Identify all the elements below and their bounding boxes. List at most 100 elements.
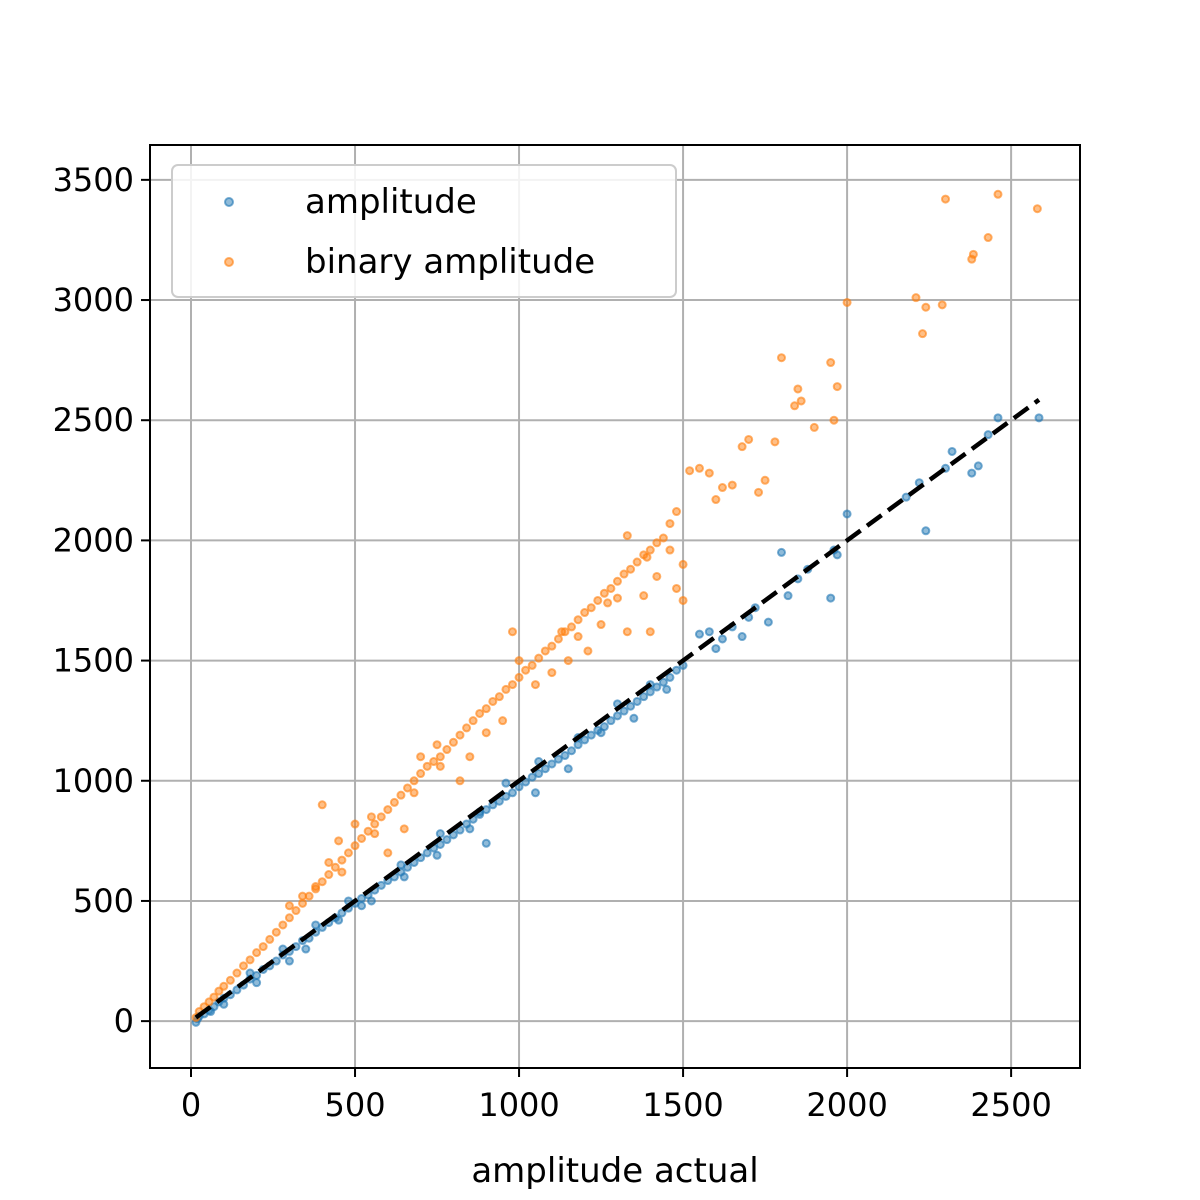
scatter-point (832, 382, 842, 392)
scatter-point (232, 968, 242, 978)
scatter-point (599, 588, 609, 598)
scatter-point (225, 975, 235, 985)
series-binary-amplitude (191, 189, 1042, 1023)
x-tick-label: 0 (181, 1086, 201, 1124)
scatter-point (527, 772, 537, 782)
y-tick-label: 3500 (53, 161, 134, 199)
scatter-point (396, 790, 406, 800)
scatter-point (967, 468, 977, 478)
scatter-point (547, 668, 557, 678)
scatter-point (366, 896, 376, 906)
scatter-point (501, 684, 511, 694)
scatter-point (435, 829, 445, 839)
scatter-point (429, 757, 439, 767)
scatter-point (642, 552, 652, 562)
scatter-point (612, 711, 622, 721)
scatter-point (639, 591, 649, 601)
scatter-point (311, 920, 321, 930)
scatter-point (563, 656, 573, 666)
scatter-point (645, 687, 655, 697)
scatter-point (298, 898, 308, 908)
scatter-point (983, 430, 993, 440)
x-tick-label: 1000 (478, 1086, 559, 1124)
scatter-point (612, 576, 622, 586)
legend-entry-amplitude: amplitude (305, 182, 477, 222)
y-tick-label: 2500 (53, 401, 134, 439)
scatter-point (442, 835, 452, 845)
scatter-point (271, 927, 281, 937)
scatter-point (324, 870, 334, 880)
scatter-point (334, 836, 344, 846)
scatter-point (442, 745, 452, 755)
scatter-point (694, 463, 704, 473)
scatter-point (626, 701, 636, 711)
scatter-point (901, 492, 911, 502)
scatter-point (685, 466, 695, 476)
scatter-point (376, 812, 386, 822)
scatter-point (573, 615, 583, 625)
scatter-point (547, 759, 557, 769)
scatter-point (462, 723, 472, 733)
scatter-point (530, 788, 540, 798)
scatter-point (219, 981, 229, 991)
scatter-point (678, 595, 688, 605)
scatter-point (776, 353, 786, 363)
scatter-point (219, 999, 229, 1009)
scatter-point (416, 752, 426, 762)
scatter-point (711, 644, 721, 654)
scatter-point (324, 857, 334, 867)
scatter-point (573, 632, 583, 642)
scatter-point (488, 696, 498, 706)
scatter-point (704, 627, 714, 637)
scatter-point (776, 547, 786, 557)
scatter-point (311, 882, 321, 892)
scatter-point (521, 665, 531, 675)
scatter-point (662, 684, 672, 694)
scatter-point (553, 634, 563, 644)
scatter-point (632, 696, 642, 706)
scatter-point (455, 730, 465, 740)
scatter-point (842, 297, 852, 307)
scatter-point (652, 538, 662, 548)
scatter-point (593, 595, 603, 605)
scatter-point (918, 329, 928, 339)
x-tick-label: 500 (324, 1086, 385, 1124)
scatter-point (501, 778, 511, 788)
scatter-point (507, 627, 517, 637)
scatter-point (658, 533, 668, 543)
scatter-point (422, 761, 432, 771)
scatter-point (540, 646, 550, 656)
scatter-point (301, 944, 311, 954)
scatter-point (481, 728, 491, 738)
scatter-point (672, 665, 682, 675)
scatter-point (665, 519, 675, 529)
axis-ticks: 0 500 1000 1500 2000 2500 0 500 1000 1500 2000 2500… (53, 161, 1052, 1124)
scatter-point (796, 396, 806, 406)
legend: amplitude binary amplitude (171, 164, 677, 298)
scatter-point (567, 622, 577, 632)
scatter-point (527, 660, 537, 670)
scatter-point (629, 713, 639, 723)
scatter-point (596, 620, 606, 630)
scatter-point (383, 848, 393, 858)
scatter-point (422, 848, 432, 858)
scatter-point (658, 677, 668, 687)
scatter-point (1034, 413, 1044, 423)
scatter-point (829, 415, 839, 425)
scatter-point (717, 634, 727, 644)
scatter-point (560, 751, 570, 761)
scatter-point (291, 906, 301, 916)
scatter-point (760, 475, 770, 485)
x-tick-label: 1500 (642, 1086, 723, 1124)
scatter-point (737, 632, 747, 642)
scatter-point (754, 487, 764, 497)
scatter-point (983, 233, 993, 243)
scatter-point (672, 507, 682, 517)
scatter-point (514, 656, 524, 666)
scatter-point (665, 545, 675, 555)
scatter-point (409, 776, 419, 786)
scatter-point (238, 961, 248, 971)
scatter-point (409, 788, 419, 798)
scatter-point (842, 509, 852, 519)
scatter-point (481, 838, 491, 848)
